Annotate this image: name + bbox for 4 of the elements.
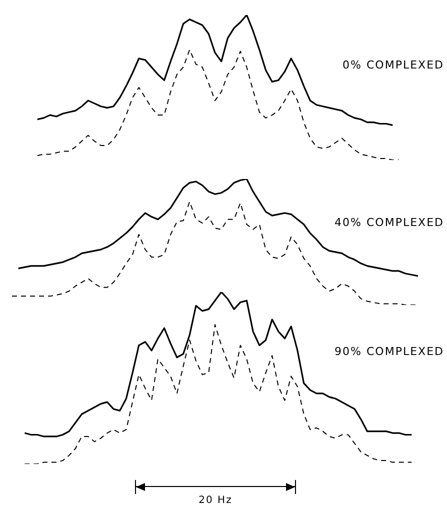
text: 0% COMPLEXED	[342, 58, 444, 72]
text: 20 Hz	[198, 495, 234, 506]
text: 90% COMPLEXED	[334, 345, 444, 358]
text: 40% COMPLEXED	[334, 216, 444, 229]
